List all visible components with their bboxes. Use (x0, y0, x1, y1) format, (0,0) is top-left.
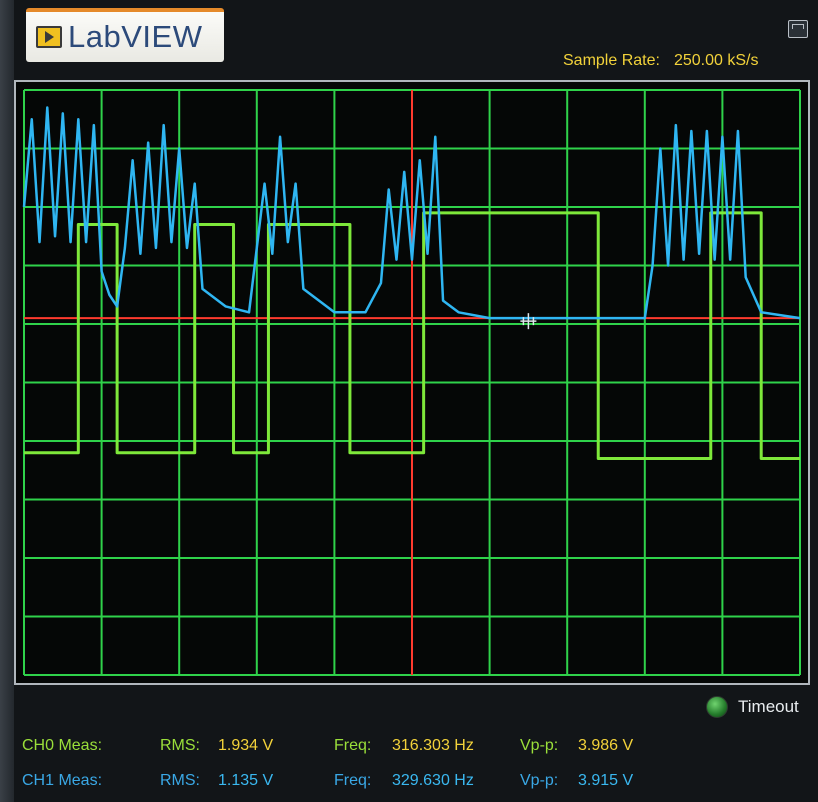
logo-text: LabVIEW (68, 19, 203, 54)
ch1-vpp-label: Vp-p: (520, 772, 559, 789)
ch0-freq-value: 316.303 Hz (392, 737, 474, 754)
cursor-crosshair-icon[interactable] (520, 313, 537, 330)
ch1-vpp-value: 3.915 V (578, 772, 634, 789)
ch1-label: CH1 Meas: (22, 772, 103, 789)
ch0-rms-value: 1.934 V (218, 737, 274, 754)
ch1-measurement-row: CH1 Meas: RMS: 1.135 V Freq: 329.630 Hz … (20, 772, 800, 798)
monitor-bezel (0, 0, 14, 802)
ch1-rms-label: RMS: (160, 772, 200, 789)
ch0-vpp-value: 3.986 V (578, 737, 634, 754)
ch0-label: CH0 Meas: (22, 737, 103, 754)
sample-rate-display: Sample Rate: 250.00 kS/s (563, 52, 758, 70)
ch0-vpp-label: Vp-p: (520, 737, 559, 754)
ch0-rms-label: RMS: (160, 737, 200, 754)
timeout-indicator: Timeout (706, 696, 799, 718)
labview-logo-icon (36, 26, 62, 48)
ch1-freq-label: Freq: (334, 772, 372, 789)
restore-window-icon[interactable] (788, 20, 808, 38)
sample-rate-value: 250.00 kS/s (673, 52, 759, 69)
ch0-trace (24, 211, 800, 461)
ch1-rms-value: 1.135 V (218, 772, 274, 789)
labview-logo: LabVIEW (26, 8, 224, 62)
ch1-trace (22, 106, 801, 320)
ch0-freq-label: Freq: (334, 737, 372, 754)
timeout-led-icon (706, 696, 728, 718)
timeout-label: Timeout (738, 697, 799, 716)
ch0-measurement-row: CH0 Meas: RMS: 1.934 V Freq: 316.303 Hz … (20, 737, 800, 763)
sample-rate-label: Sample Rate: (563, 52, 660, 69)
waveform-plot-area[interactable] (14, 80, 810, 685)
ch1-freq-value: 329.630 Hz (392, 772, 474, 789)
